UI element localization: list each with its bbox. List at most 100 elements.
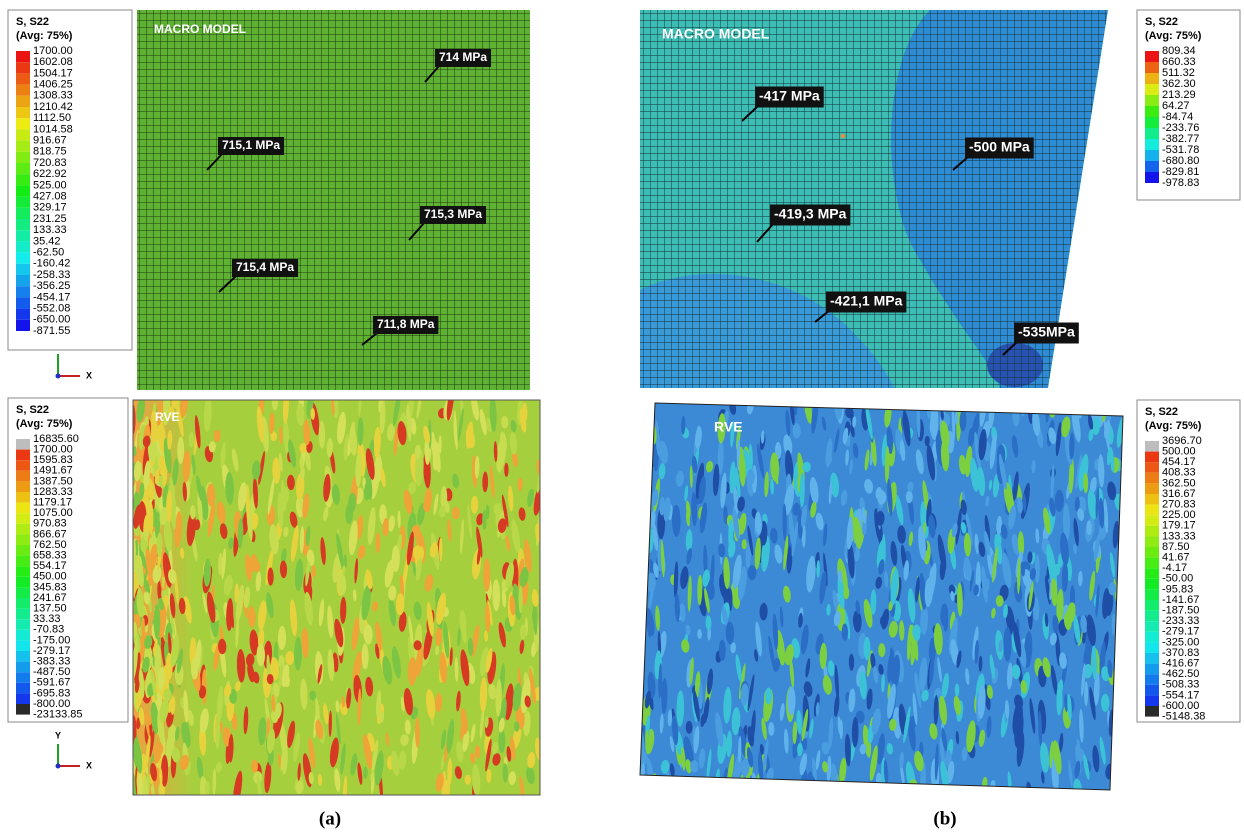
legend-swatch	[16, 185, 30, 196]
grain	[864, 637, 871, 660]
legend-swatch	[16, 253, 30, 264]
legend-value: 1504.17	[33, 67, 73, 79]
legend-swatch	[1145, 526, 1159, 537]
legend-swatch	[1145, 494, 1159, 505]
legend-swatch	[16, 683, 30, 694]
axis-origin	[56, 374, 61, 379]
axis-label: X	[86, 370, 92, 380]
legend-swatch	[1145, 150, 1159, 161]
legend-swatch	[1145, 505, 1159, 516]
grain	[1116, 695, 1120, 707]
legend-swatch	[16, 513, 30, 524]
legend-value: -258.33	[33, 269, 70, 281]
legend-swatch	[1145, 568, 1159, 579]
legend-swatch	[1145, 536, 1159, 547]
legend-swatch	[16, 309, 30, 320]
legend-swatch	[16, 450, 30, 461]
annotation: -417 MPa	[759, 88, 820, 104]
legend-value: -978.83	[1162, 177, 1199, 189]
legend-value: -871.55	[33, 325, 70, 337]
legend-title: S, S22	[1145, 16, 1178, 28]
legend-value: 231.25	[33, 213, 67, 225]
legend-swatch	[1145, 547, 1159, 558]
grain	[498, 729, 505, 753]
grain	[1109, 582, 1117, 595]
grain	[690, 760, 698, 773]
grain	[637, 763, 646, 799]
panel-label: RVE	[155, 410, 179, 424]
grain	[375, 532, 380, 553]
legend-swatch	[16, 174, 30, 185]
grain	[636, 575, 644, 587]
grain	[638, 516, 647, 535]
legend-swatch	[16, 163, 30, 174]
legend-swatch	[16, 630, 30, 641]
legend-value: 1014.58	[33, 123, 73, 135]
grain	[740, 775, 745, 805]
grain	[640, 537, 647, 564]
legend-swatch	[1145, 139, 1159, 150]
annotation: 711,8 MPa	[377, 317, 435, 331]
legend-swatch	[1145, 84, 1159, 95]
legend-swatch	[16, 152, 30, 163]
legend-swatch	[16, 651, 30, 662]
grain	[906, 491, 913, 504]
grain	[1114, 752, 1121, 772]
grain	[639, 465, 646, 481]
legend-swatch	[1145, 95, 1159, 106]
legend-value: -160.42	[33, 258, 70, 270]
annotation: 715,4 MPa	[236, 260, 294, 274]
legend-swatch	[16, 230, 30, 241]
panel-label: MACRO MODEL	[154, 22, 246, 36]
grain	[955, 411, 958, 425]
figure: MACRO MODEL RVE MACRO MODEL RVE (a) (b) …	[0, 0, 1244, 832]
axis-label: X	[86, 760, 92, 770]
legend-swatch	[16, 197, 30, 208]
annotation: -500 MPa	[969, 139, 1030, 155]
legend-swatch	[16, 219, 30, 230]
legend-swatch	[1145, 51, 1159, 62]
legend-swatch	[16, 264, 30, 275]
legend-swatch	[16, 141, 30, 152]
legend-value: 1406.25	[33, 79, 73, 91]
legend-swatch	[16, 609, 30, 620]
grain	[1020, 389, 1029, 416]
grain	[486, 505, 490, 519]
annotation: 714 MPa	[439, 50, 487, 64]
legend-swatch	[16, 556, 30, 567]
legend-swatch	[1145, 664, 1159, 675]
axis-origin	[56, 764, 61, 769]
legend-swatch	[1145, 128, 1159, 139]
legend-value: 818.75	[33, 146, 67, 158]
grain	[686, 721, 693, 734]
legend-swatch	[16, 566, 30, 577]
legend-swatch	[16, 51, 30, 62]
caption: (b)	[933, 808, 956, 829]
legend-value: 1700.00	[33, 45, 73, 57]
legend-swatch	[1145, 441, 1159, 452]
legend-swatch	[1145, 73, 1159, 84]
legend-swatch	[16, 460, 30, 471]
legend-value: -356.25	[33, 280, 70, 292]
legend-value: 622.92	[33, 168, 67, 180]
grain	[644, 444, 652, 475]
legend-swatch	[16, 439, 30, 450]
grain	[1086, 403, 1093, 414]
legend-value: -650.00	[33, 314, 70, 326]
grain	[1116, 657, 1127, 696]
legend-swatch	[16, 492, 30, 503]
annotation: -419,3 MPa	[774, 206, 847, 222]
annotation: 715,3 MPa	[424, 207, 482, 221]
grain	[996, 595, 1004, 606]
legend-swatch	[16, 524, 30, 535]
legend-swatch	[16, 577, 30, 588]
grain	[1101, 694, 1109, 712]
legend-value: 133.33	[33, 224, 67, 236]
legend-swatch	[16, 481, 30, 492]
legend-swatch	[1145, 172, 1159, 183]
legend-swatch	[16, 85, 30, 96]
annotation: -535MPa	[1018, 324, 1075, 340]
legend-swatch	[1145, 589, 1159, 600]
legend-swatch	[1145, 579, 1159, 590]
legend-subtitle: (Avg: 75%)	[16, 30, 73, 42]
